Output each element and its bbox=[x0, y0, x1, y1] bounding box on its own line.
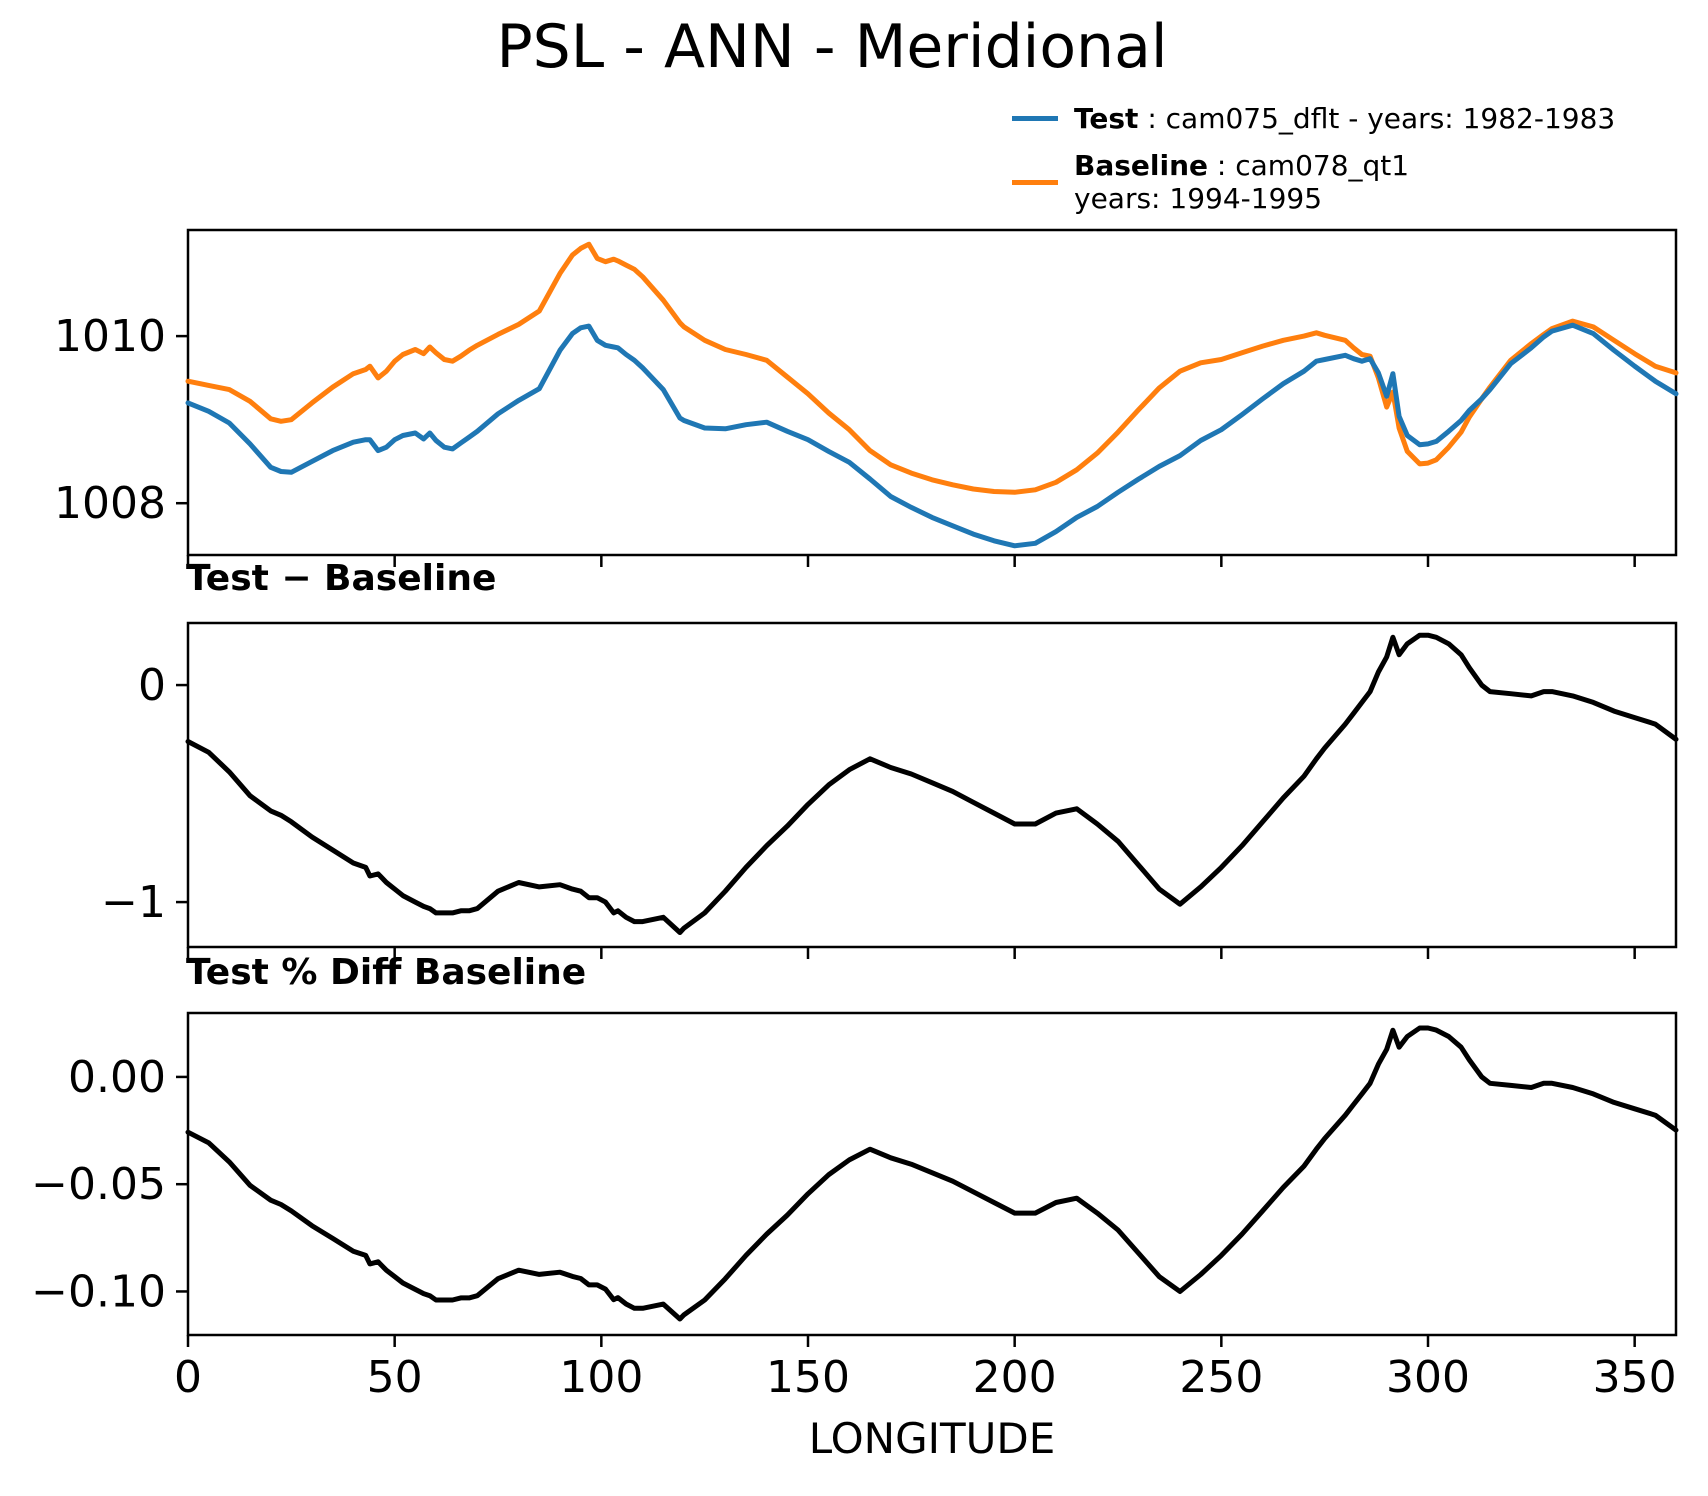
legend: Test : cam075_dflt - years: 1982-1983 Ba… bbox=[1012, 102, 1615, 215]
x-tick-label: 0 bbox=[174, 1352, 202, 1403]
x-tick-label: 100 bbox=[559, 1352, 643, 1403]
legend-baseline-label: Baseline bbox=[1074, 149, 1209, 182]
pct-line bbox=[185, 1025, 1679, 1322]
y-tick-label-top: 1008 bbox=[54, 478, 166, 529]
x-axis-label: LONGITUDE bbox=[808, 1414, 1056, 1463]
y-tick-label-middle: 0 bbox=[138, 660, 166, 711]
x-tick-label: 250 bbox=[1179, 1352, 1263, 1403]
x-tick-label: 300 bbox=[1386, 1352, 1470, 1403]
x-tick-label: 150 bbox=[766, 1352, 850, 1403]
y-tick-label-bottom: −0.05 bbox=[31, 1159, 166, 1210]
legend-baseline-rest: : cam078_qt1 bbox=[1208, 149, 1410, 182]
legend-baseline-years: years: 1994-1995 bbox=[1074, 182, 1323, 215]
x-tick-label: 350 bbox=[1593, 1352, 1677, 1403]
diff-line bbox=[185, 632, 1679, 935]
pct-panel-title: Test % Diff Baseline bbox=[186, 952, 587, 993]
legend-item-baseline: Baseline : cam078_qt1 years: 1994-1995 bbox=[1012, 149, 1615, 215]
y-tick-label-bottom: −0.10 bbox=[31, 1266, 166, 1317]
test-line-swatch bbox=[1012, 116, 1058, 121]
baseline-line bbox=[185, 241, 1679, 495]
legend-test-label: Test bbox=[1074, 102, 1139, 135]
x-tick-label: 200 bbox=[973, 1352, 1057, 1403]
test-line bbox=[185, 322, 1679, 549]
plot-frame-bottom bbox=[186, 1011, 1678, 1337]
y-tick-label-top: 1010 bbox=[54, 311, 166, 362]
legend-baseline-text: Baseline : cam078_qt1 years: 1994-1995 bbox=[1074, 149, 1409, 215]
plot-frame-top bbox=[186, 228, 1678, 557]
x-tick-label: 50 bbox=[367, 1352, 423, 1403]
baseline-line-swatch bbox=[1012, 179, 1058, 185]
legend-test-rest: : cam075_dflt - years: 1982-1983 bbox=[1138, 102, 1616, 135]
plot-frame-middle bbox=[186, 621, 1678, 949]
legend-item-test: Test : cam075_dflt - years: 1982-1983 bbox=[1012, 102, 1615, 135]
diff-panel-title: Test − Baseline bbox=[186, 558, 497, 599]
y-tick-label-bottom: 0.00 bbox=[68, 1052, 166, 1103]
legend-test-text: Test : cam075_dflt - years: 1982-1983 bbox=[1074, 102, 1615, 135]
figure-title: PSL - ANN - Meridional bbox=[496, 12, 1168, 82]
y-tick-label-middle: −1 bbox=[101, 877, 166, 928]
